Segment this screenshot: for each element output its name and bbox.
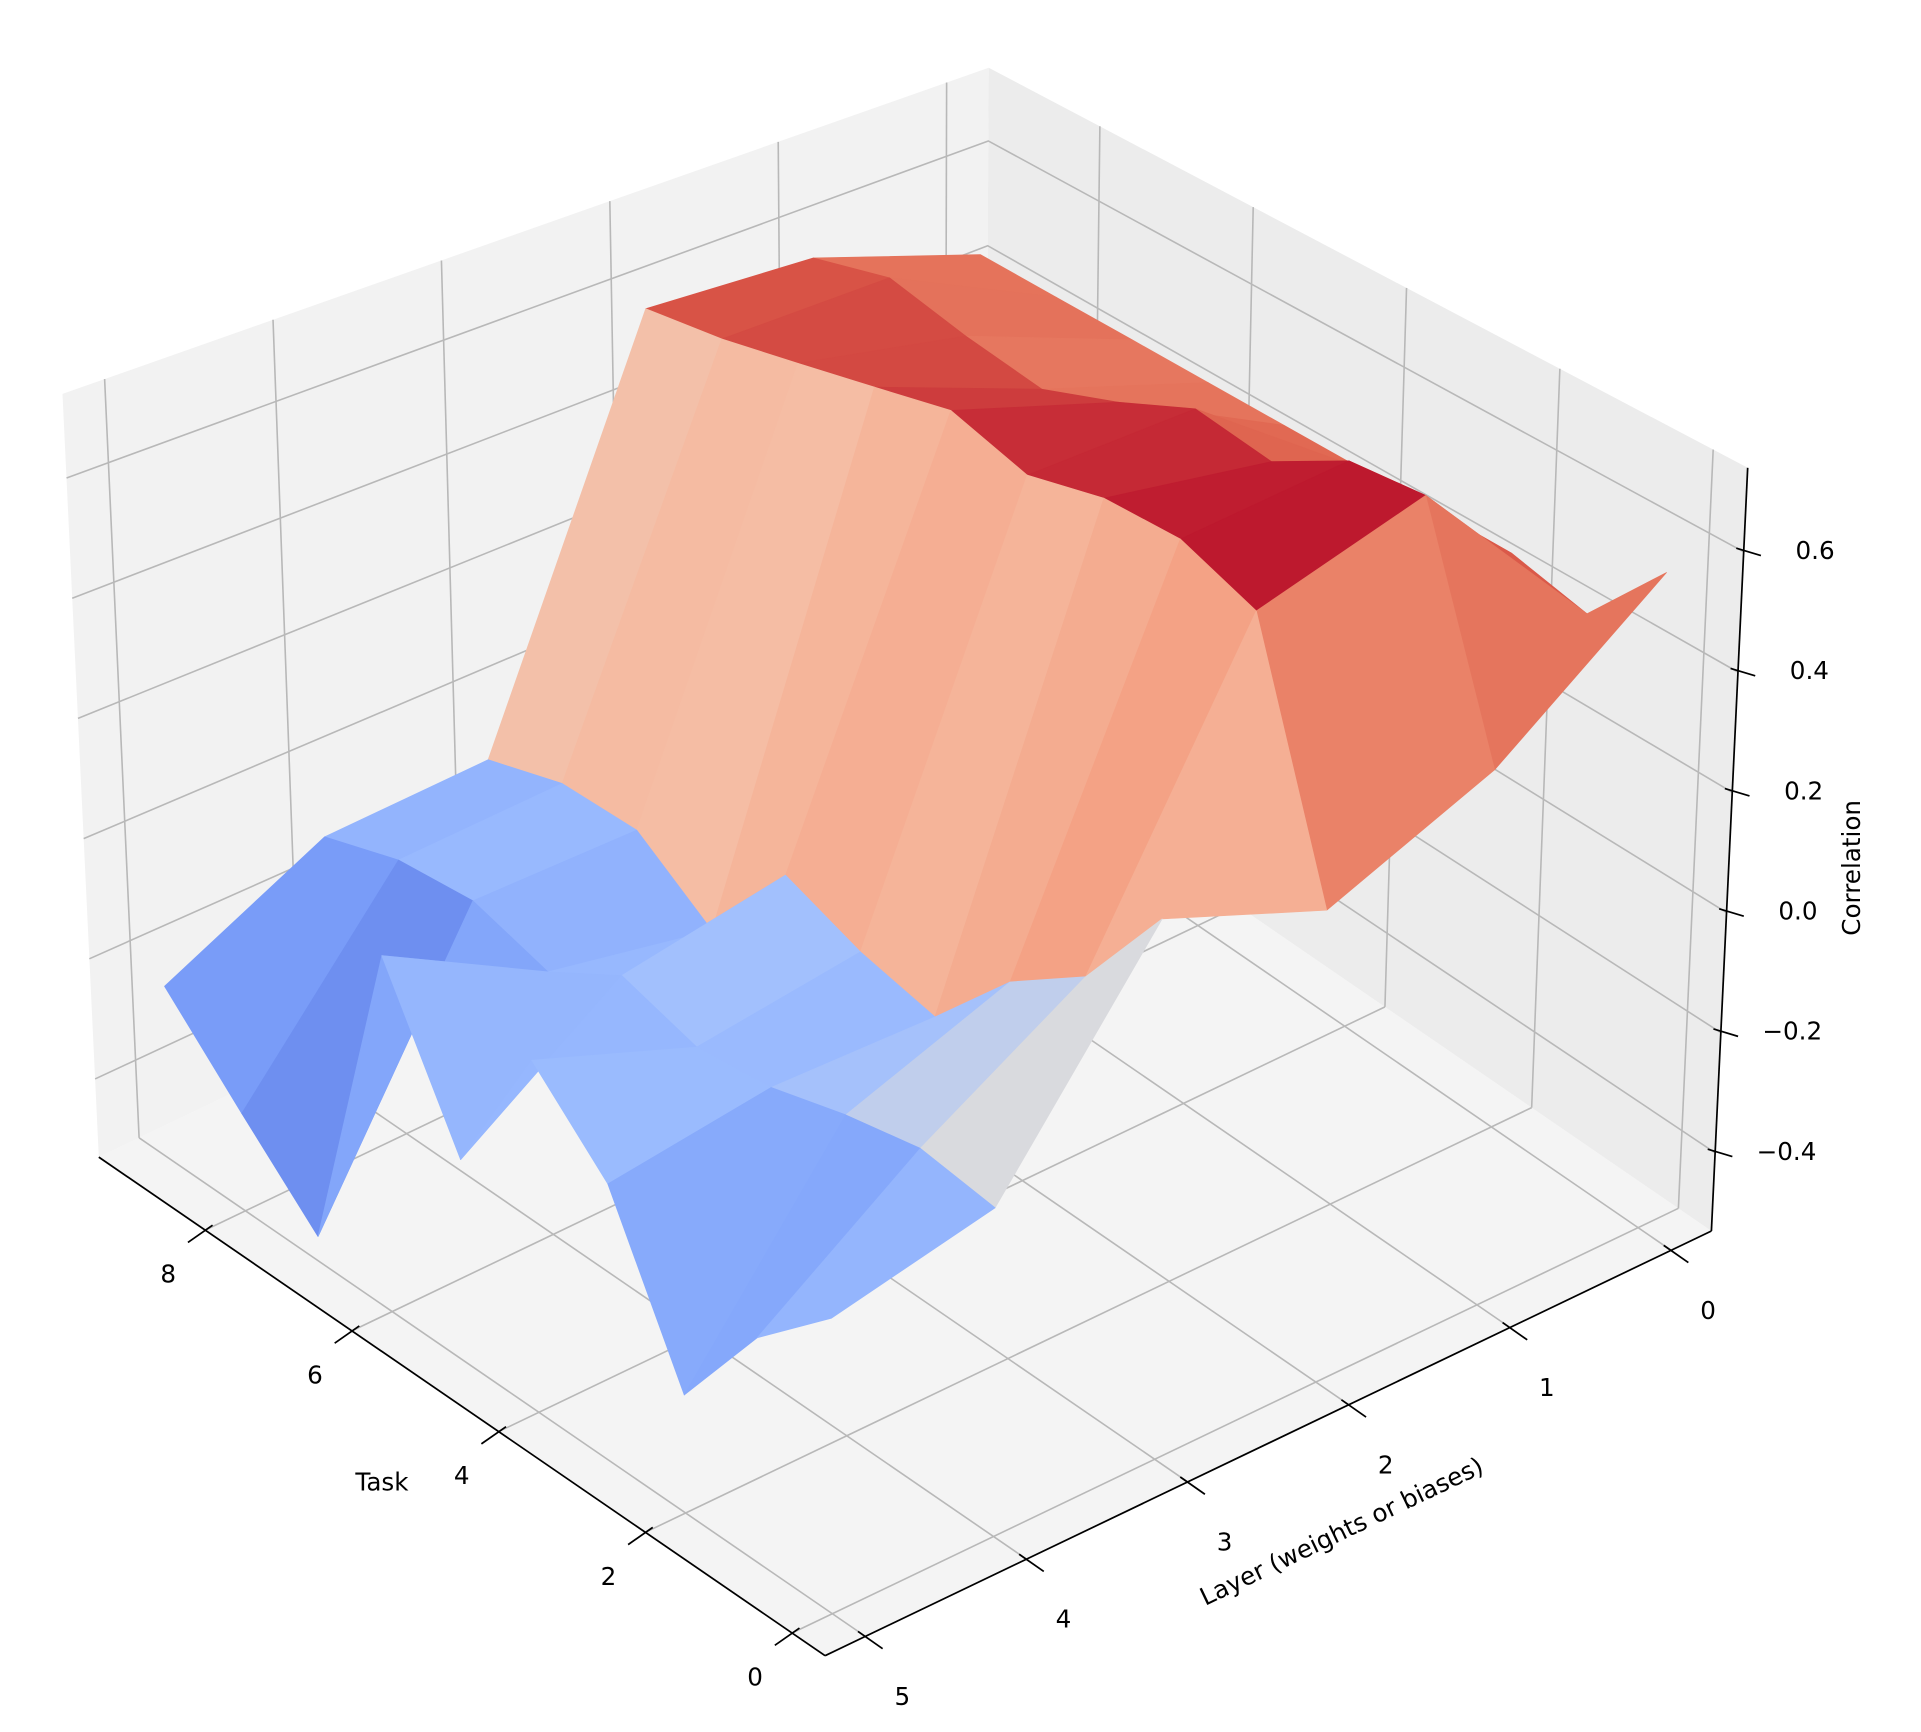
grid-line <box>1677 449 1714 1209</box>
y-tick-label: 1 <box>1539 1373 1555 1402</box>
x-tick-label: 8 <box>160 1260 176 1289</box>
grid-line <box>645 1106 1533 1534</box>
z-tick <box>1713 1028 1739 1038</box>
x-axis-line <box>98 1156 826 1657</box>
surface <box>164 254 1667 1396</box>
y-tick <box>1663 1244 1689 1264</box>
y-axis-line <box>824 1230 1712 1657</box>
x-tick-label: 6 <box>307 1360 323 1389</box>
z-tick-label: 0.4 <box>1790 656 1829 685</box>
z-axis-label: Correlation <box>1837 800 1866 936</box>
axes: 0 2 4 6 8 0 1 2 3 4 5 −0.4 −0.2 0.0 0.2 0.4 0.6 <box>98 467 1835 1711</box>
x-tick-label: 2 <box>601 1562 617 1591</box>
z-tick <box>1724 787 1750 797</box>
z-tick <box>1730 667 1756 677</box>
x-tick <box>480 1425 507 1445</box>
grid-line <box>138 1137 866 1638</box>
z-tick <box>1736 547 1762 557</box>
y-tick <box>1179 1476 1206 1495</box>
y-tick-label: 5 <box>894 1682 910 1711</box>
y-axis-label: Layer (weights or biases) <box>1195 1451 1488 1611</box>
y-tick <box>1018 1553 1045 1573</box>
surface-face <box>756 1148 996 1339</box>
y-tick <box>1502 1321 1528 1341</box>
grid-line <box>71 244 1739 673</box>
z-tick <box>1707 1148 1733 1158</box>
x-tick <box>187 1224 214 1244</box>
z-tick-label: 0.6 <box>1796 536 1835 565</box>
x-tick <box>627 1526 654 1546</box>
grid-line <box>1530 368 1561 1108</box>
y-tick-label: 2 <box>1378 1450 1394 1479</box>
grid-line <box>791 1207 1679 1634</box>
x-tick <box>774 1627 800 1647</box>
x-axis-label: Task <box>354 1467 409 1496</box>
z-tick-label: −0.4 <box>1757 1137 1817 1166</box>
z-axis-line <box>1710 467 1749 1232</box>
y-tick <box>857 1630 884 1650</box>
y-tick-label: 4 <box>1056 1605 1072 1634</box>
grid-line <box>66 140 1745 553</box>
z-tick-label: 0.2 <box>1784 776 1823 805</box>
z-tick <box>1718 907 1745 918</box>
x-tick-label: 0 <box>747 1663 763 1692</box>
y-tick-label: 0 <box>1700 1296 1716 1325</box>
z-tick-label: −0.2 <box>1762 1017 1822 1046</box>
x-tick-label: 4 <box>454 1461 470 1490</box>
z-tick-label: 0.0 <box>1778 896 1817 925</box>
y-tick <box>1340 1399 1367 1418</box>
y-tick-label: 3 <box>1217 1527 1233 1556</box>
x-tick <box>334 1325 360 1344</box>
grid-line <box>103 379 140 1138</box>
